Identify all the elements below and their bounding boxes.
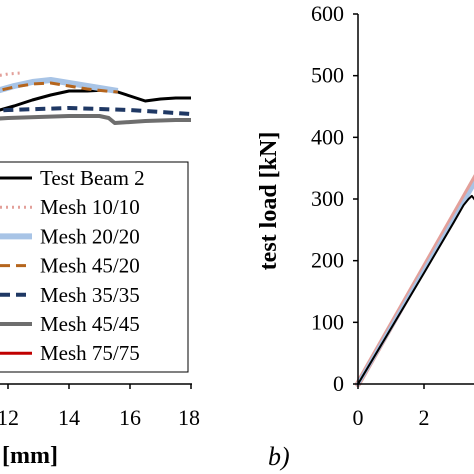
- y-tick-label: 400: [311, 124, 344, 149]
- panel-a-x-tick-marks: [7, 384, 192, 389]
- panel-b-x-tick-marks: [357, 384, 425, 389]
- panel-b-series-line: [355, 174, 474, 387]
- legend-label: Mesh 10/10: [40, 195, 140, 219]
- x-tick-label: 2: [419, 405, 430, 430]
- panel-a-series-line: [0, 114, 191, 125]
- panel-b: 0 100 200 300 400 500 600 0 2 test load [kN] b…: [256, 1, 474, 471]
- panel-b-label: b): [268, 442, 290, 471]
- y-tick-label: 500: [311, 63, 344, 88]
- x-tick-label: 12: [0, 405, 19, 430]
- x-tick-label: 14: [58, 405, 80, 430]
- y-tick-label: 300: [311, 186, 344, 211]
- panel-a-series-line: [0, 71, 21, 77]
- legend-label: Mesh 45/45: [40, 312, 140, 336]
- panel-a-x-axis-title: a [mm]: [0, 443, 58, 469]
- panel-a-series-line: [0, 77, 119, 94]
- legend-label: Mesh 45/20: [40, 254, 140, 278]
- legend-box: [0, 161, 189, 373]
- panel-a-series-line: [0, 81, 118, 94]
- panel-a-series-line: [0, 88, 191, 112]
- panel-b-y-ticks: 0 100 200 300 400 500 600: [311, 1, 358, 396]
- y-tick-label: 0: [333, 371, 344, 396]
- panel-a: 12 14 16 18 a [mm] Test Beam 2 Mesh 10/10…: [0, 71, 200, 469]
- y-tick-label: 100: [311, 309, 344, 334]
- legend-label: Mesh 35/35: [40, 283, 140, 307]
- panel-a-series-group: [0, 71, 192, 125]
- panel-a-series-line: [0, 106, 192, 116]
- panel-b-y-axis-title: test load [kN]: [256, 132, 282, 271]
- x-tick-label: 18: [178, 405, 200, 430]
- x-tick-label: 16: [119, 405, 141, 430]
- y-tick-label: 200: [311, 248, 344, 273]
- panel-a-legend: Test Beam 2 Mesh 10/10 Mesh 20/20 Mesh 45/2…: [0, 161, 189, 373]
- panel-b-series-line: [357, 194, 474, 385]
- legend-label: Mesh 75/75: [40, 341, 140, 365]
- panel-b-series-group: [355, 174, 474, 387]
- legend-label: Mesh 20/20: [40, 224, 140, 248]
- legend-entries: Test Beam 2 Mesh 10/10 Mesh 20/20 Mesh 45/2…: [0, 166, 145, 365]
- y-tick-label: 600: [311, 1, 344, 26]
- x-tick-label: 0: [353, 405, 364, 430]
- legend-label: Test Beam 2: [40, 166, 145, 190]
